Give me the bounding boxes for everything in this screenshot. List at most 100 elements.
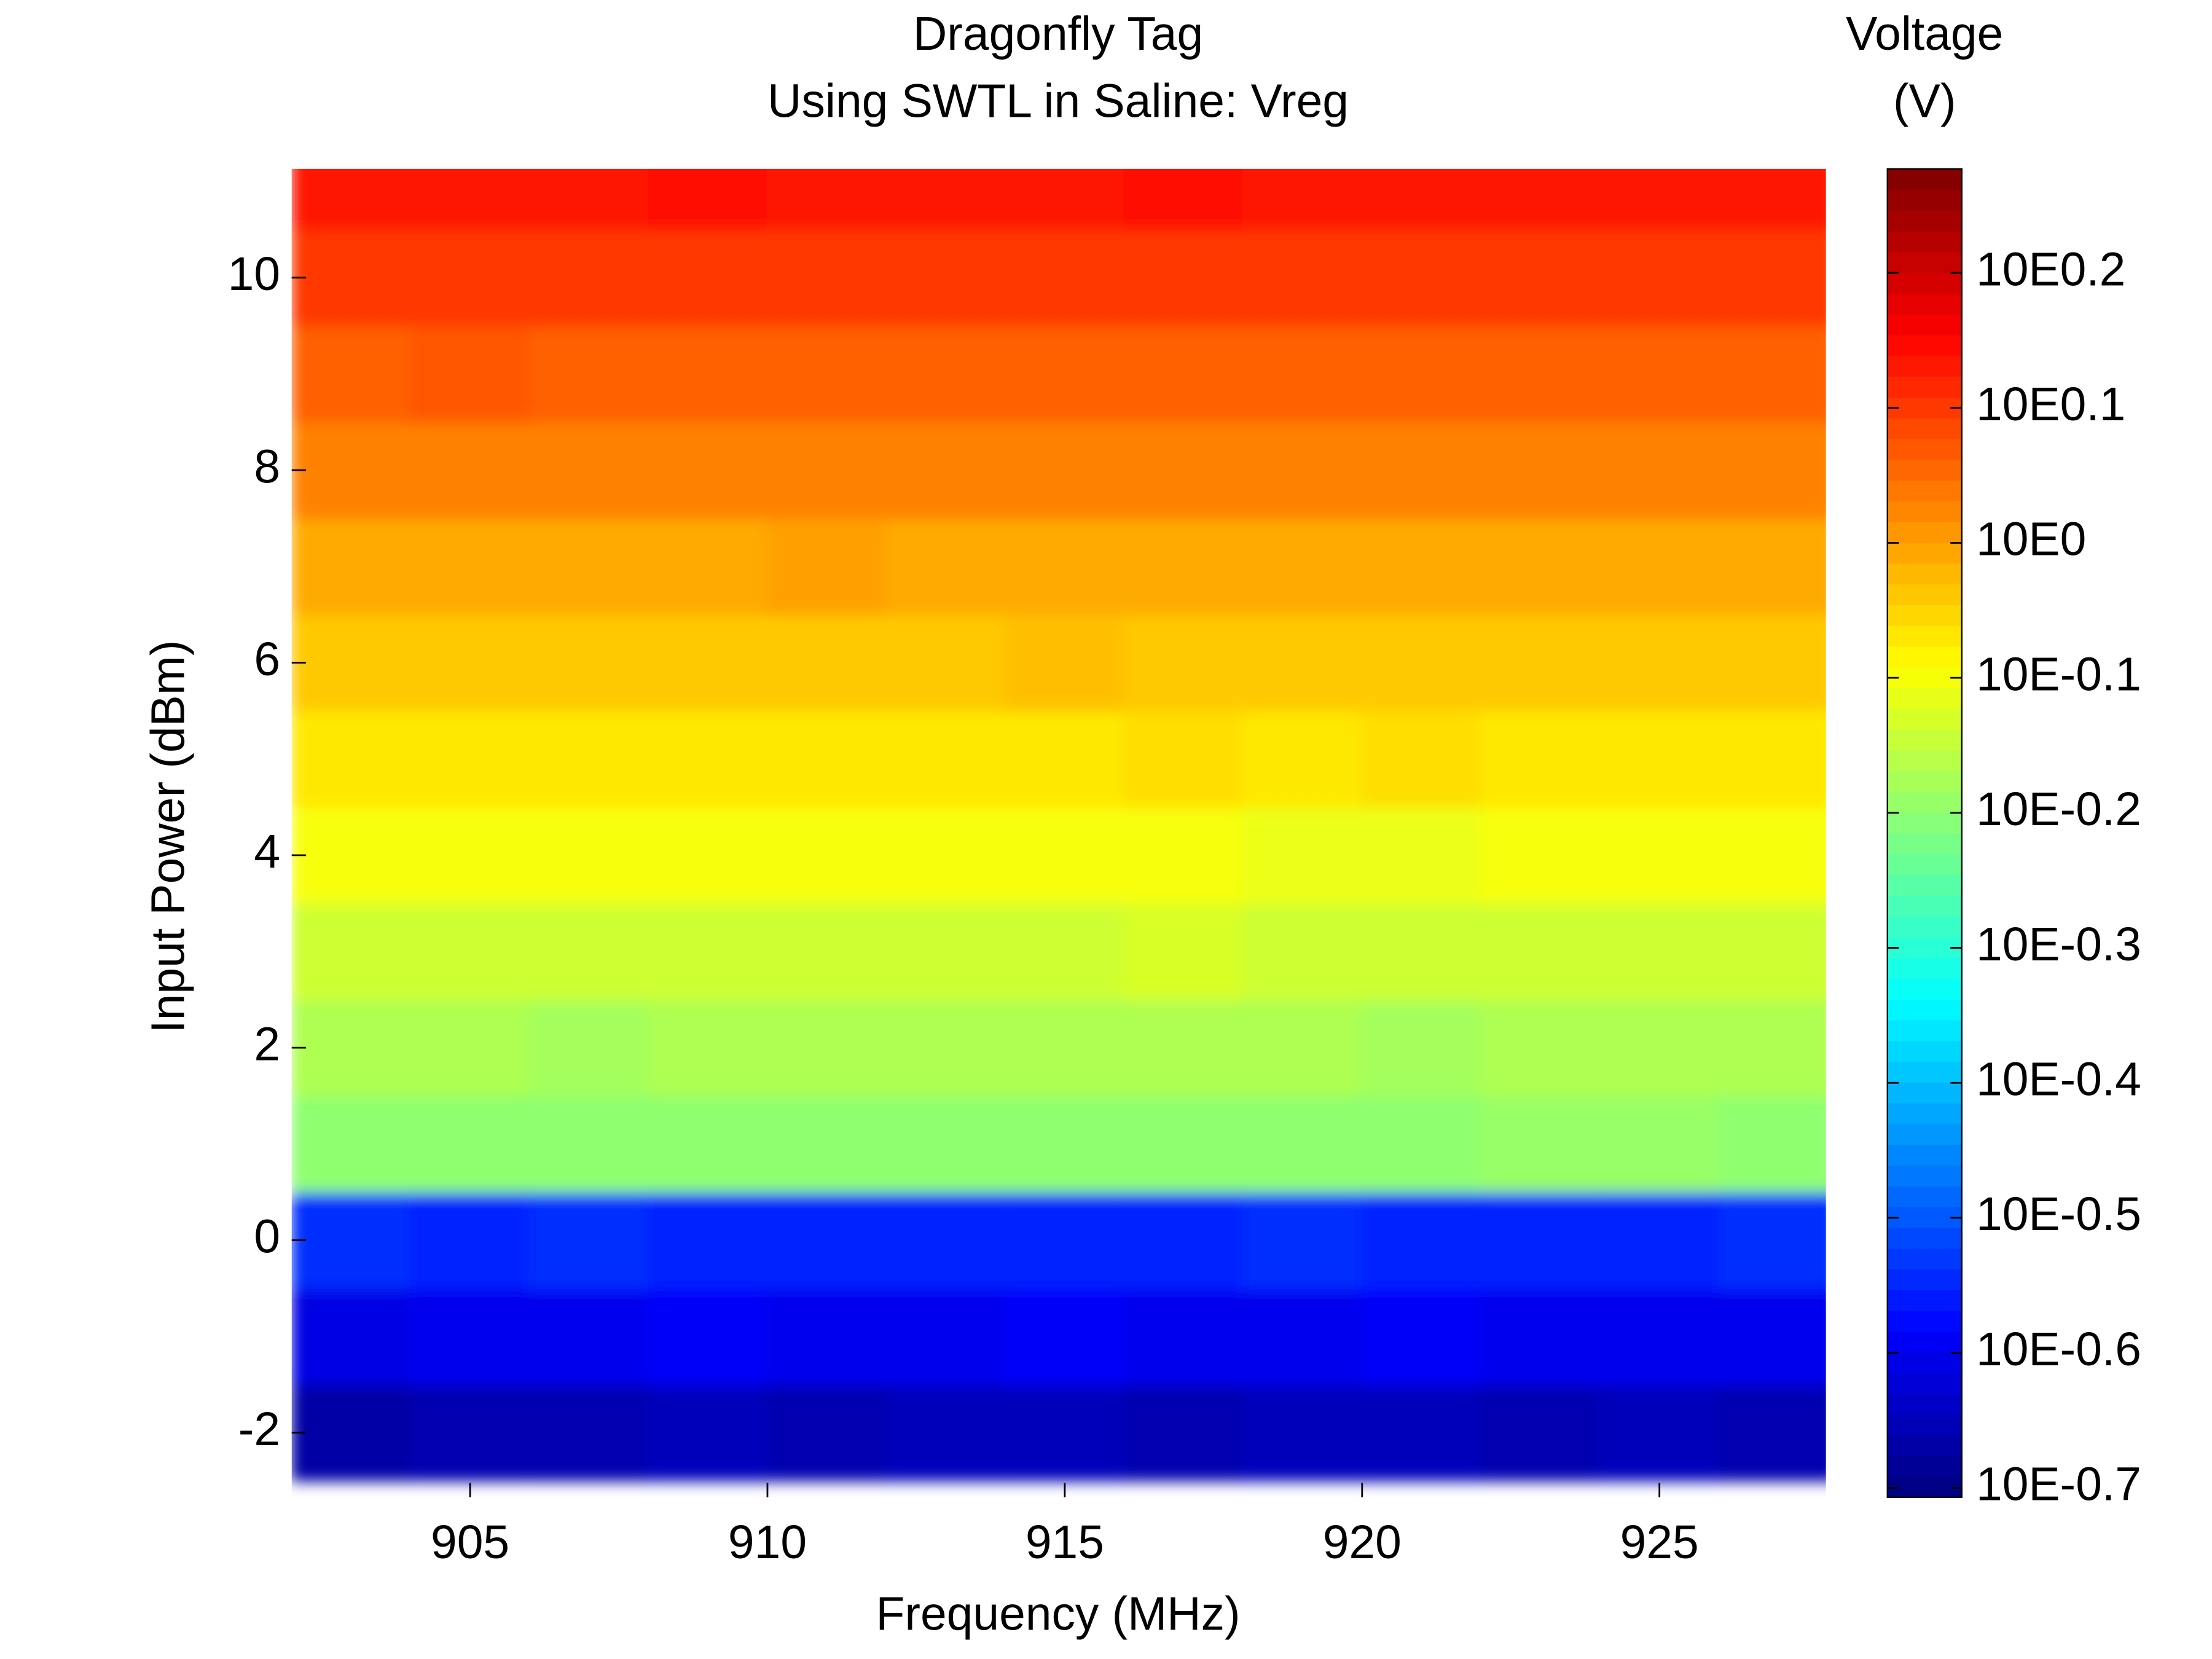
- heat-cell: [1242, 1384, 1363, 1482]
- colorbar-step: [1887, 334, 1962, 356]
- colorbar-step: [1887, 812, 1962, 834]
- heat-cell: [1123, 903, 1244, 1000]
- x-tick-label: 925: [1620, 1516, 1699, 1569]
- heat-cell: [1004, 614, 1125, 712]
- colorbar-step: [1887, 895, 1962, 917]
- heat-cell: [1123, 806, 1244, 904]
- heat-cell: [291, 168, 412, 230]
- heat-cell: [1599, 710, 1720, 808]
- colorbar-step: [1887, 916, 1962, 938]
- heat-cell: [766, 168, 887, 230]
- heat-cell: [648, 229, 769, 327]
- heat-cell: [410, 614, 531, 712]
- heat-cell: [1480, 325, 1601, 423]
- heat-cell: [885, 614, 1006, 712]
- colorbar-step: [1887, 272, 1962, 294]
- heat-cell: [648, 1384, 769, 1482]
- colorbar-step: [1887, 646, 1962, 668]
- heat-cell: [1004, 1287, 1125, 1386]
- heat-cell: [291, 614, 412, 712]
- colorbar-step: [1887, 604, 1962, 626]
- y-tick-label: 10: [228, 248, 280, 300]
- heat-cell: [1123, 1095, 1244, 1193]
- heat-cell: [1004, 998, 1125, 1097]
- y-tick-label: -2: [238, 1403, 280, 1456]
- colorbar-tick-label: 10E0.1: [1976, 378, 2125, 431]
- colorbar-step: [1887, 1330, 1962, 1352]
- heat-cell: [1123, 168, 1244, 230]
- heat-cell: [1718, 1095, 1826, 1193]
- heat-cell: [1480, 614, 1601, 712]
- heat-cell: [1480, 1191, 1601, 1289]
- colorbar-step: [1887, 1268, 1962, 1290]
- heat-cell: [1123, 710, 1244, 808]
- heat-cell: [648, 517, 769, 616]
- heat-cell: [1718, 325, 1826, 423]
- heat-cell: [528, 168, 649, 230]
- colorbar-step: [1887, 438, 1962, 460]
- heat-cell: [1599, 1384, 1720, 1482]
- colorbar-step: [1887, 1310, 1962, 1332]
- heat-cell: [1361, 1287, 1482, 1386]
- heat-cell: [528, 710, 649, 808]
- heat-cell: [528, 325, 649, 423]
- heat-cell: [528, 421, 649, 519]
- heat-cell: [766, 325, 887, 423]
- colorbar-step: [1887, 1019, 1962, 1041]
- heat-cell: [291, 1095, 412, 1193]
- heat-cell: [1361, 421, 1482, 519]
- heat-cell: [1480, 1384, 1601, 1482]
- heat-cell: [1123, 998, 1244, 1097]
- colorbar-step: [1887, 1455, 1962, 1477]
- heat-cell: [291, 806, 412, 904]
- colorbar-step: [1887, 687, 1962, 709]
- colorbar-step: [1887, 168, 1962, 190]
- heat-cell: [1242, 1095, 1363, 1193]
- colorbar-tick-label: 10E-0.4: [1976, 1053, 2141, 1106]
- heat-cell: [410, 325, 531, 423]
- heat-cell: [410, 229, 531, 327]
- heat-cell: [528, 998, 649, 1097]
- colorbar-step: [1887, 625, 1962, 647]
- heat-cell: [648, 325, 769, 423]
- heat-cell: [410, 517, 531, 616]
- heat-cell: [1004, 421, 1125, 519]
- heat-cell: [1361, 998, 1482, 1097]
- heat-cell: [885, 325, 1006, 423]
- x-tick-label: 920: [1323, 1516, 1402, 1569]
- heat-cell: [1718, 229, 1826, 327]
- colorbar-step: [1887, 1185, 1962, 1207]
- heat-cell: [766, 517, 887, 616]
- heat-cell: [410, 903, 531, 1000]
- colorbar-step: [1887, 500, 1962, 522]
- colorbar-step: [1887, 957, 1962, 979]
- heat-cell: [291, 421, 412, 519]
- heat-cell: [1361, 806, 1482, 904]
- heat-cell: [1361, 1095, 1482, 1193]
- heat-cell: [291, 903, 412, 1000]
- heat-cell: [1480, 998, 1601, 1097]
- colorbar-step: [1887, 729, 1962, 751]
- heat-cell: [1361, 614, 1482, 712]
- heat-cell: [885, 421, 1006, 519]
- colorbar-tick-label: 10E-0.5: [1976, 1188, 2141, 1241]
- colorbar-step: [1887, 521, 1962, 543]
- heat-cell: [885, 1191, 1006, 1289]
- heat-cell: [1242, 1287, 1363, 1386]
- y-tick-label: 8: [254, 441, 280, 493]
- heat-cell: [885, 903, 1006, 1000]
- heat-cell: [1480, 229, 1601, 327]
- heat-cell: [1599, 168, 1720, 230]
- heat-cell: [410, 1191, 531, 1289]
- colorbar-step: [1887, 1434, 1962, 1456]
- colorbar-step: [1887, 666, 1962, 689]
- colorbar-step: [1887, 542, 1962, 564]
- heat-cell: [1718, 1287, 1826, 1386]
- y-axis-label: Input Power (dBm): [142, 640, 195, 1033]
- colorbar-step: [1887, 1123, 1962, 1145]
- colorbar-step: [1887, 750, 1962, 772]
- heat-cell: [291, 517, 412, 616]
- heat-cell: [1718, 710, 1826, 808]
- colorbar-title: Voltage: [1846, 7, 2003, 60]
